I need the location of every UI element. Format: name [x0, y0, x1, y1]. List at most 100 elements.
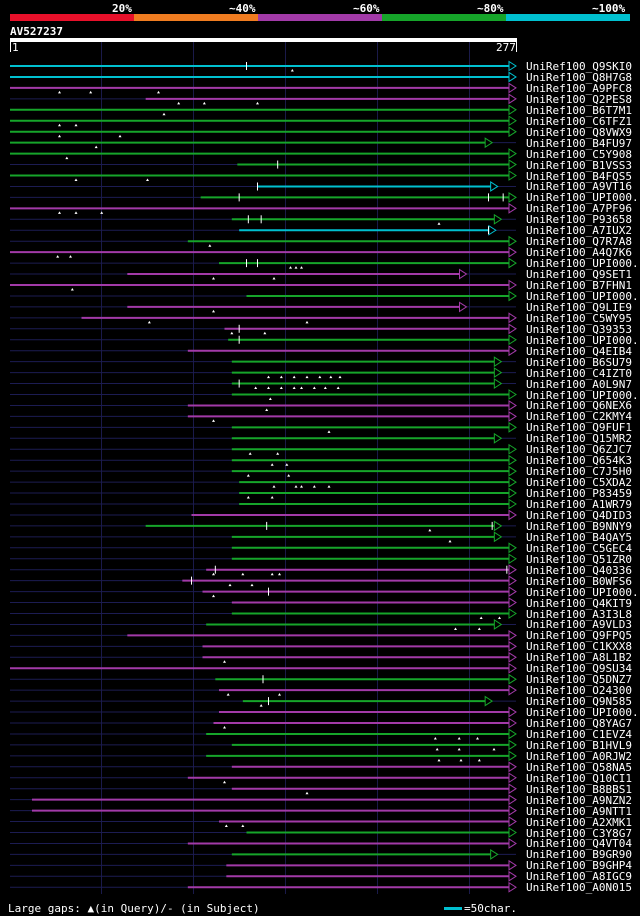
- hit-label[interactable]: UniRef100_C4IZT0: [526, 366, 632, 380]
- hit-label[interactable]: UniRef100_C5WY95: [526, 311, 632, 325]
- query-start-label: 1: [12, 41, 19, 54]
- hit-label[interactable]: UniRef100_Q10CI1: [526, 771, 632, 785]
- hit-label[interactable]: UniRef100_A9VLD3: [526, 618, 632, 632]
- hit-label[interactable]: UniRef100_Q2PES8: [526, 92, 632, 106]
- hit-end-arrow: [508, 202, 517, 214]
- hit-label[interactable]: UniRef100_B7FHN1: [526, 279, 632, 292]
- hit-end-arrow: [508, 838, 517, 849]
- hit-label[interactable]: UniRef100_C1EVZ4: [526, 727, 632, 741]
- hit-label[interactable]: UniRef100_A7PF96: [526, 202, 632, 216]
- query-gap-marker: [477, 758, 481, 762]
- legend-bar-green: [382, 14, 506, 21]
- hit-label[interactable]: UniRef100_Q8YAG7: [526, 717, 632, 730]
- hit-label[interactable]: UniRef100_B1VSS3: [526, 158, 632, 172]
- hit-label[interactable]: UniRef100_C5GEC4: [526, 541, 632, 555]
- hit-label[interactable]: UniRef100_Q654K3: [526, 454, 632, 468]
- hit-label[interactable]: UniRef100_Q6NEX6: [526, 399, 632, 413]
- hit-label[interactable]: UniRef100_A8L1B2: [526, 651, 632, 665]
- hit-label[interactable]: UniRef100_Q51ZR0: [526, 552, 632, 566]
- query-gap-marker: [270, 572, 274, 576]
- hit-label[interactable]: UniRef100_Q9FPQ5: [526, 629, 632, 643]
- hit-label[interactable]: UniRef100_B4FQS5: [526, 169, 632, 183]
- hit-label[interactable]: UniRef100_C3Y8G7: [526, 826, 632, 840]
- hit-label[interactable]: UniRef100_A7IUX2: [526, 224, 632, 238]
- hit-label[interactable]: UniRef100_Q4DID3: [526, 508, 632, 522]
- hit-label[interactable]: UniRef100_C5Y908: [526, 147, 632, 161]
- hit-label[interactable]: UniRef100_Q6ZJC7: [526, 443, 632, 457]
- hit-label[interactable]: UniRef100_B4FU97: [526, 136, 632, 150]
- hit-label[interactable]: UniRef100_C2KMY4: [526, 410, 632, 424]
- hit-label[interactable]: UniRef100_Q9SU34: [526, 662, 632, 676]
- hit-end-arrow: [508, 586, 517, 598]
- hit-end-arrow: [508, 279, 517, 291]
- hit-label[interactable]: UniRef100_A9NTT1: [526, 804, 632, 818]
- query-gap-marker: [287, 474, 291, 477]
- hit-end-arrow: [493, 619, 503, 630]
- hit-label[interactable]: UniRef100_Q8VWX9: [526, 125, 632, 139]
- hit-label[interactable]: UniRef100_Q8H7G8: [526, 70, 632, 84]
- hit-end-arrow: [508, 345, 517, 357]
- hit-label[interactable]: UniRef100_Q4VT04: [526, 837, 632, 851]
- hit-end-arrow: [508, 465, 517, 477]
- hit-label[interactable]: UniRef100_UPI000..: [526, 388, 640, 402]
- hit-label[interactable]: UniRef100_Q4KIT9: [526, 596, 632, 610]
- hit-end-arrow: [508, 82, 517, 94]
- hit-label[interactable]: UniRef100_P83459: [526, 487, 632, 501]
- hit-label[interactable]: UniRef100_A8IGC9: [526, 870, 632, 884]
- query-end-tick: [516, 42, 517, 52]
- hit-label[interactable]: UniRef100_A9VT16: [526, 180, 632, 194]
- query-gap-marker: [476, 736, 479, 740]
- hit-label[interactable]: UniRef100_Q5DNZ7: [526, 673, 632, 687]
- hit-label[interactable]: UniRef100_Q15MR2: [526, 432, 632, 446]
- hit-label[interactable]: UniRef100_Q9LIE9: [526, 300, 632, 314]
- hit-label[interactable]: UniRef100_B0WFS6: [526, 574, 632, 588]
- hit-label[interactable]: UniRef100_B8BBS1: [526, 782, 632, 796]
- query-gap-marker: [226, 693, 230, 696]
- hit-label[interactable]: UniRef100_UPI000..: [526, 706, 640, 720]
- hit-label[interactable]: UniRef100_C6TFZ1: [526, 114, 632, 128]
- hit-label[interactable]: UniRef100_Q7R7A8: [526, 235, 632, 249]
- hit-label[interactable]: UniRef100_UPI000..: [526, 289, 640, 303]
- hit-label[interactable]: UniRef100_A9PFC8: [526, 81, 632, 95]
- hit-label[interactable]: UniRef100_A1WR79: [526, 498, 632, 511]
- hit-label[interactable]: UniRef100_C5XDA2: [526, 476, 632, 490]
- hit-label[interactable]: UniRef100_A3I3L8: [526, 607, 632, 621]
- hit-label[interactable]: UniRef100_Q39353: [526, 322, 632, 336]
- hit-end-arrow: [508, 191, 517, 203]
- hit-label[interactable]: UniRef100_A2XMK1: [526, 815, 632, 829]
- hit-label[interactable]: UniRef100_Q9SKI0: [526, 60, 632, 73]
- hit-label[interactable]: UniRef100_UPI000..: [526, 191, 640, 205]
- hit-label[interactable]: UniRef100_B4QAY5: [526, 530, 632, 544]
- hit-label[interactable]: UniRef100_A0N015: [526, 881, 632, 895]
- hit-label[interactable]: UniRef100_B1HVL9: [526, 738, 632, 752]
- hit-label[interactable]: UniRef100_B6SU79: [526, 355, 632, 369]
- hit-label[interactable]: UniRef100_C7J5H0: [526, 465, 632, 479]
- hit-label[interactable]: UniRef100_Q9FUF1: [526, 421, 632, 435]
- hit-label[interactable]: UniRef100_B6T7M1: [526, 103, 632, 117]
- hit-label[interactable]: UniRef100_B9GR90: [526, 848, 632, 862]
- hit-label[interactable]: UniRef100_UPI000..: [526, 257, 640, 271]
- hit-label[interactable]: UniRef100_C1KXX8: [526, 640, 632, 654]
- query-gap-marker: [327, 430, 331, 433]
- hit-label[interactable]: UniRef100_UPI000..: [526, 585, 640, 599]
- hit-label[interactable]: UniRef100_Q40336: [526, 563, 632, 577]
- hit-end-arrow: [508, 739, 517, 751]
- query-gap-marker: [70, 288, 74, 291]
- hit-label[interactable]: UniRef100_A9NZN2: [526, 793, 632, 807]
- hit-label[interactable]: UniRef100_Q9SET1: [526, 268, 632, 282]
- query-gap-marker: [479, 616, 483, 619]
- hit-label[interactable]: UniRef100_A0L9N7: [526, 377, 632, 391]
- hit-label[interactable]: UniRef100_Q9N585: [526, 695, 632, 709]
- hit-label[interactable]: UniRef100_A4Q7K6: [526, 246, 632, 260]
- hit-label[interactable]: UniRef100_A0RJW2: [526, 749, 632, 763]
- hit-label[interactable]: UniRef100_B9NNY9: [526, 519, 632, 533]
- hit-label[interactable]: UniRef100_P93658: [526, 213, 632, 227]
- hit-end-arrow: [508, 115, 517, 127]
- hit-label[interactable]: UniRef100_Q58NA5: [526, 760, 632, 774]
- hit-label[interactable]: UniRef100_Q4EIB4: [526, 344, 632, 358]
- query-gap-marker: [294, 266, 298, 269]
- hit-label[interactable]: UniRef100_B9GHP4: [526, 859, 632, 873]
- hit-label[interactable]: UniRef100_O24300: [526, 684, 632, 698]
- hit-label[interactable]: UniRef100_UPI000..: [526, 333, 640, 347]
